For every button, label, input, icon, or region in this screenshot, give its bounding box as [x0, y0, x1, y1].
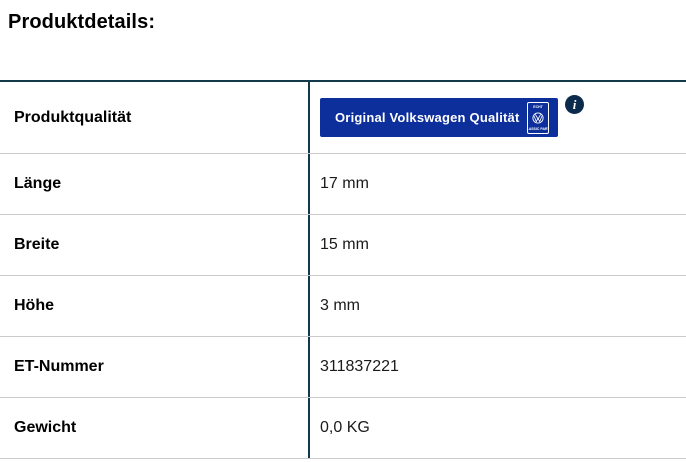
table-row-laenge: Länge 17 mm — [0, 154, 686, 215]
quality-badge-group: Original Volkswagen Qualität ECHT CLASSI… — [320, 95, 584, 137]
seal-bottom-text: CLASSIC PARTS — [527, 126, 548, 131]
row-value: 3 mm — [320, 297, 360, 314]
row-label: Produktqualität — [0, 82, 310, 153]
quality-badge-label: Original Volkswagen Qualität — [335, 110, 520, 125]
row-value: 15 mm — [320, 236, 369, 253]
info-icon[interactable]: i — [565, 95, 584, 114]
row-value: 17 mm — [320, 175, 369, 192]
table-row-et-nummer: ET-Nummer 311837221 — [0, 337, 686, 398]
row-label: Länge — [0, 154, 310, 214]
product-details-table: Produktqualität Original Volkswagen Qual… — [0, 80, 686, 459]
vw-logo-icon — [532, 111, 544, 124]
row-value: 311837221 — [320, 358, 399, 375]
page-title: Produktdetails: — [8, 11, 156, 33]
table-row-produktqualitaet: Produktqualität Original Volkswagen Qual… — [0, 82, 686, 154]
table-row-gewicht: Gewicht 0,0 KG — [0, 398, 686, 459]
table-row-hoehe: Höhe 3 mm — [0, 276, 686, 337]
row-label: Gewicht — [0, 398, 310, 458]
vw-classic-parts-seal: ECHT CLASSIC PARTS — [527, 101, 549, 134]
row-label: Höhe — [0, 276, 310, 336]
quality-badge[interactable]: Original Volkswagen Qualität ECHT CLASSI… — [320, 98, 558, 137]
table-row-breite: Breite 15 mm — [0, 215, 686, 276]
row-label: ET-Nummer — [0, 337, 310, 397]
row-label: Breite — [0, 215, 310, 275]
seal-top-text: ECHT — [533, 104, 543, 109]
row-value: Original Volkswagen Qualität ECHT CLASSI… — [310, 82, 686, 153]
row-value: 0,0 KG — [320, 419, 370, 436]
